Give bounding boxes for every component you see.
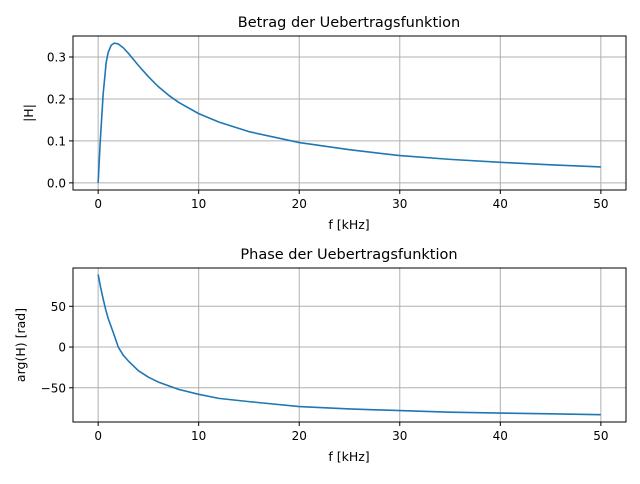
x-tick-label: 0 — [94, 197, 102, 211]
phase-y-axis-label: arg(H) [rad] — [13, 308, 28, 382]
x-tick-label: 30 — [392, 429, 407, 443]
y-tick-label: 0.0 — [47, 176, 66, 190]
y-tick-label: 0 — [58, 341, 66, 355]
y-tick-label: −50 — [41, 381, 66, 395]
phase-title: Phase der Uebertragsfunktion — [240, 247, 457, 263]
magnitude-x-axis-label: f [kHz] — [328, 217, 369, 232]
magnitude-title: Betrag der Uebertragsfunktion — [238, 15, 460, 31]
x-tick-label: 10 — [191, 429, 206, 443]
x-tick-label: 50 — [593, 429, 608, 443]
y-tick-label: 0.1 — [47, 134, 66, 148]
x-tick-label: 0 — [94, 429, 102, 443]
x-tick-label: 40 — [493, 429, 508, 443]
magnitude-y-axis-label: |H| — [21, 104, 36, 122]
x-tick-label: 50 — [593, 197, 608, 211]
phase-x-axis-label: f [kHz] — [328, 449, 369, 464]
x-tick-label: 40 — [493, 197, 508, 211]
x-tick-label: 20 — [292, 197, 307, 211]
y-tick-label: 50 — [51, 300, 66, 314]
x-tick-label: 10 — [191, 197, 206, 211]
y-tick-label: 0.3 — [47, 50, 66, 64]
y-tick-label: 0.2 — [47, 92, 66, 106]
x-tick-label: 30 — [392, 197, 407, 211]
x-tick-label: 20 — [292, 429, 307, 443]
